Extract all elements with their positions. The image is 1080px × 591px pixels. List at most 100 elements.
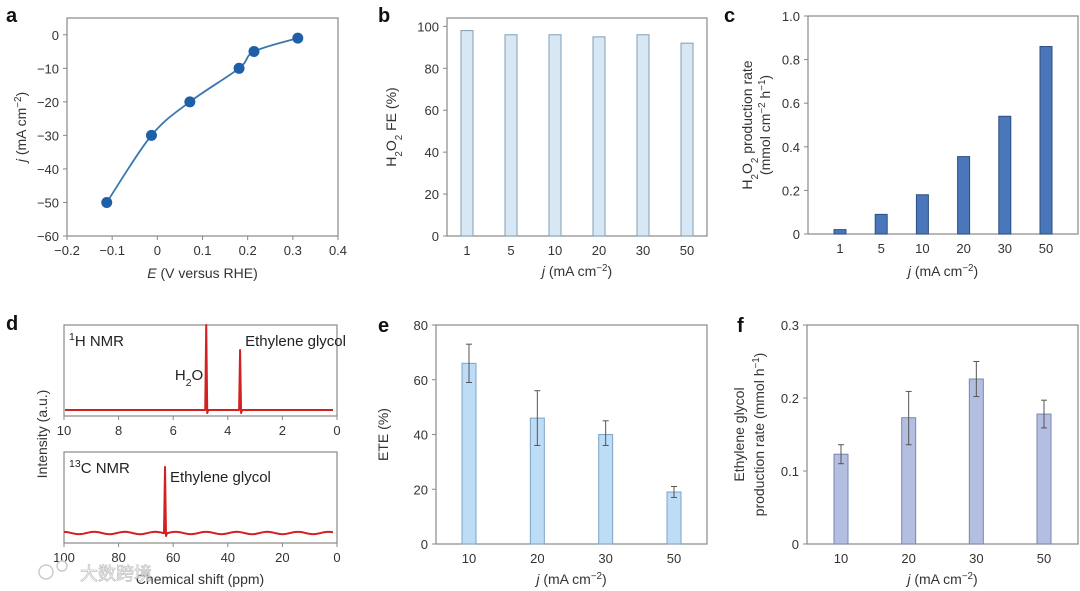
x-axis-label: E (V versus RHE) (147, 265, 257, 281)
x-tick-label: 30 (636, 243, 650, 258)
bar (504, 34, 518, 237)
fit-curve (105, 37, 299, 203)
x-axis-label: j (mA cm−2) (534, 571, 606, 588)
x-tick-label: 0.2 (239, 243, 257, 258)
y-tick-label: 0 (52, 28, 59, 43)
plot-frame (807, 15, 1079, 235)
y-tick-label: −30 (37, 128, 59, 143)
x-tick-label: 10 (462, 551, 476, 566)
x-tick-label: 50 (680, 243, 694, 258)
y-tick-label: 0.1 (781, 464, 799, 479)
x-tick-label: 10 (548, 243, 562, 258)
y-tick-label: −50 (37, 195, 59, 210)
x-tick-label: 5 (507, 243, 514, 258)
x-tick-label: 100 (53, 550, 75, 565)
data-point (145, 129, 157, 141)
x-tick-label: 1 (463, 243, 470, 258)
panel-label-e: e (378, 315, 389, 337)
bar (874, 213, 888, 235)
bar (548, 34, 562, 237)
y-tick-label: 20 (425, 187, 439, 202)
y-tick-label: 100 (417, 19, 439, 34)
y-tick-label: −10 (37, 61, 59, 76)
x-tick-label: 20 (901, 551, 915, 566)
panel-label-d: d (6, 313, 18, 335)
y-tick-label: 0 (421, 537, 428, 552)
x-axis-label: Chemical shift (ppm) (136, 571, 264, 587)
bar (1039, 46, 1053, 235)
x-tick-label: 50 (1039, 241, 1053, 256)
y-tick-label: 40 (414, 428, 428, 443)
x-tick-label: 0.3 (284, 243, 302, 258)
y-tick-label: 20 (414, 482, 428, 497)
x-tick-label: 10 (834, 551, 848, 566)
y-tick-label: 0.3 (781, 318, 799, 333)
nmr-spectrum (64, 466, 334, 537)
y-tick-label: 80 (414, 318, 428, 333)
x-tick-label: 8 (115, 423, 122, 438)
y-axis-label: ETE (%) (375, 408, 391, 461)
data-point (248, 46, 260, 58)
x-tick-label: 30 (998, 241, 1012, 256)
data-point (184, 96, 196, 108)
x-axis-label: j (mA cm−2) (906, 263, 978, 280)
bar (968, 378, 984, 545)
x-tick-label: 50 (1037, 551, 1051, 566)
y-tick-label: 0.4 (782, 140, 800, 155)
x-tick-label: 80 (111, 550, 125, 565)
x-tick-label: 0 (333, 550, 340, 565)
nmr-spectrum (65, 324, 334, 414)
bar (998, 115, 1012, 235)
y-tick-label: 0.2 (781, 391, 799, 406)
x-tick-label: 50 (667, 551, 681, 566)
bar (1036, 413, 1052, 545)
watermark-logo-icon (56, 560, 68, 572)
y-tick-label: 60 (414, 373, 428, 388)
y-axis-label: H2O2 production rate (739, 60, 761, 189)
y-tick-label: 40 (425, 145, 439, 160)
x-tick-label: 5 (878, 241, 885, 256)
watermark: 大数跨境 (80, 564, 152, 584)
panel-label-a: a (6, 5, 18, 27)
bar (915, 194, 929, 235)
peak-label: H2O (175, 367, 203, 389)
x-axis-label: j (mA cm−2) (540, 263, 612, 280)
x-tick-label: −0.2 (54, 243, 80, 258)
x-tick-label: 6 (170, 423, 177, 438)
bar (833, 229, 847, 235)
y-axis-label-2: (mmol cm−2 h−1) (757, 75, 774, 175)
bar (666, 491, 682, 545)
panel-label-b: b (378, 5, 390, 27)
y-tick-label: 0 (792, 537, 799, 552)
x-tick-label: 0 (154, 243, 161, 258)
y-axis-label: H2O2 FE (%) (383, 87, 405, 166)
y-tick-label: 0.2 (782, 183, 800, 198)
plot-frame (806, 324, 1079, 545)
y-tick-label: 0.8 (782, 53, 800, 68)
plot-frame (435, 324, 708, 545)
bar (957, 156, 971, 235)
peak-label: Ethylene glycol (170, 469, 271, 486)
spectrum-frame (63, 451, 338, 544)
x-tick-label: 60 (166, 550, 180, 565)
x-tick-label: 20 (592, 243, 606, 258)
bar (636, 34, 650, 237)
x-tick-label: 20 (956, 241, 970, 256)
y-tick-label: 0 (432, 229, 439, 244)
x-tick-label: 0.1 (193, 243, 211, 258)
y-axis-label: Intensity (a.u.) (34, 390, 50, 479)
bar (833, 453, 849, 545)
x-axis-label: j (mA cm−2) (905, 571, 977, 588)
panel-label-c: c (724, 5, 735, 27)
y-tick-label: 80 (425, 61, 439, 76)
x-tick-label: 20 (530, 551, 544, 566)
watermark-logo-icon (38, 564, 54, 580)
data-point (292, 32, 304, 44)
x-tick-label: 1 (836, 241, 843, 256)
x-tick-label: 30 (969, 551, 983, 566)
spectrum-frame (63, 324, 338, 417)
data-point (233, 62, 245, 74)
y-axis-label: Ethylene glycol (731, 387, 747, 481)
bar (680, 42, 694, 237)
